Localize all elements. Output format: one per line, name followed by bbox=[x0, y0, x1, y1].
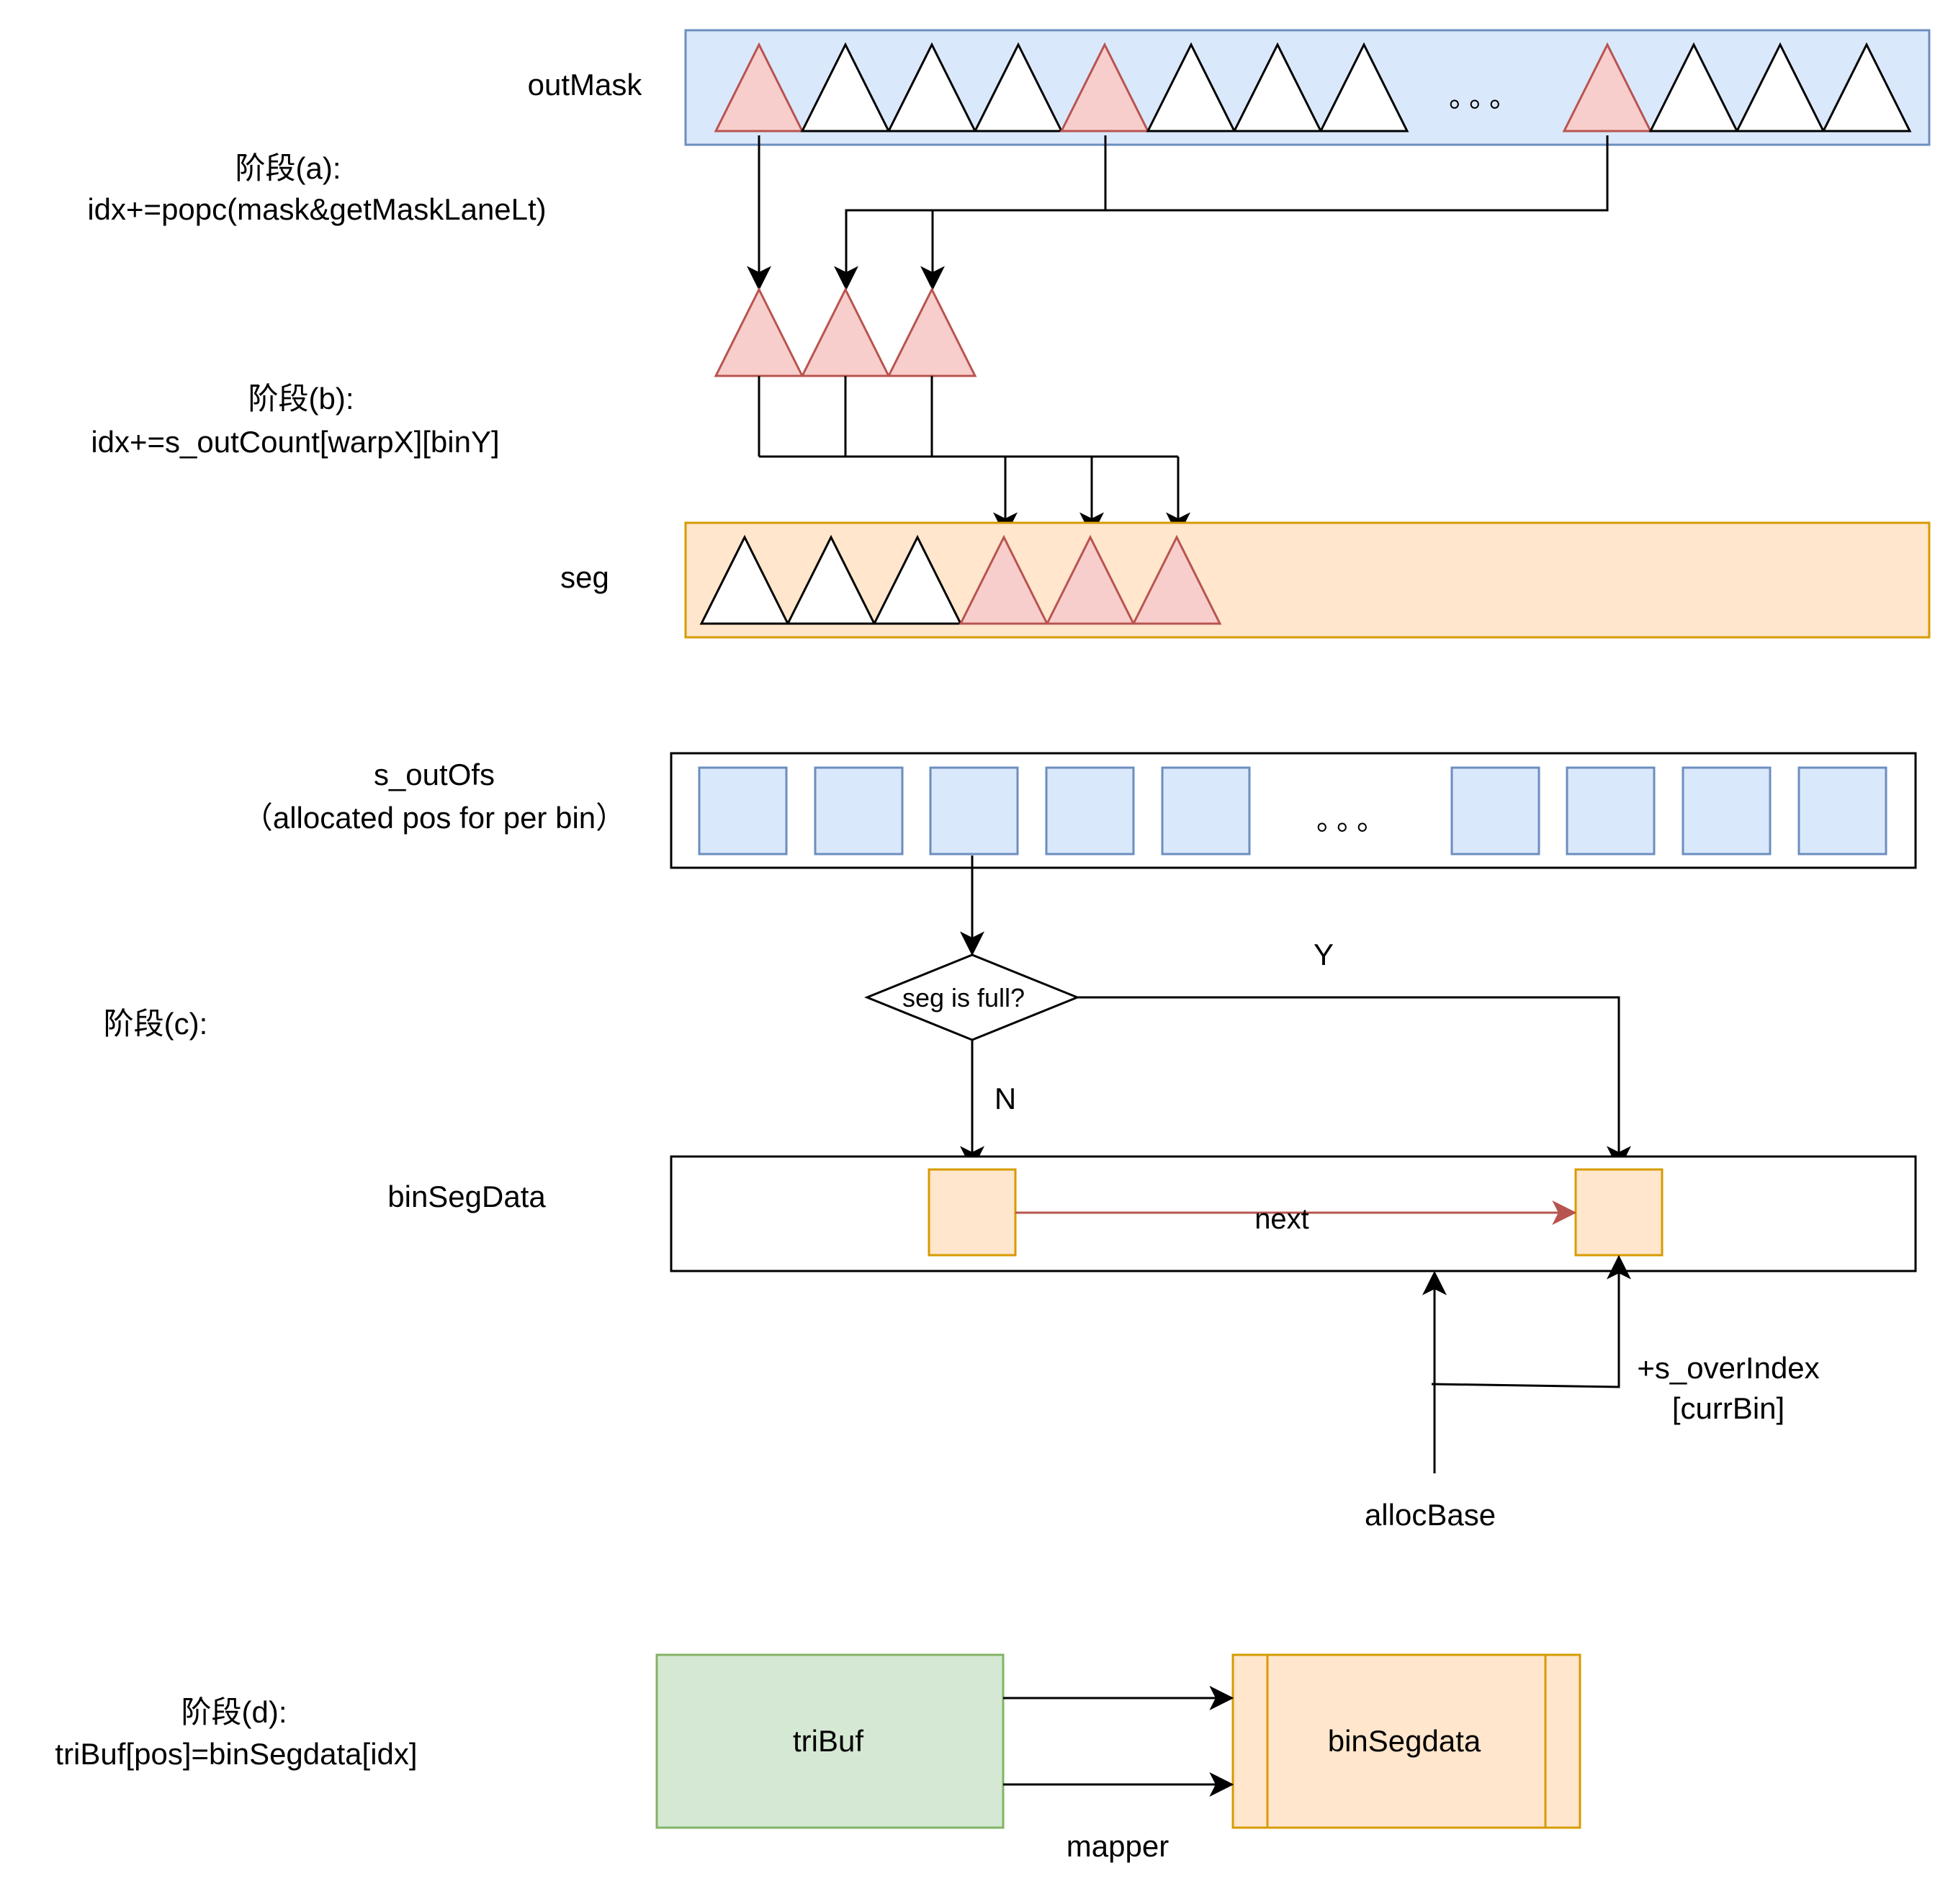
yes-label: Y bbox=[1314, 938, 1334, 971]
compacted-triangles bbox=[714, 287, 977, 377]
stage-b-title: 阶段(b): bbox=[248, 382, 354, 416]
connector-alloc-to-block bbox=[1431, 1254, 1631, 1388]
bin-segdata-box bbox=[1231, 1653, 1581, 1829]
tri-buf-box bbox=[655, 1653, 1005, 1829]
out-mask-cells: 。。。 bbox=[714, 42, 1912, 133]
seg-triangle-2 bbox=[786, 534, 876, 625]
out-mask-label: outMask bbox=[528, 68, 643, 102]
mapper-arrows bbox=[1003, 1686, 1234, 1797]
stage-d-title: 阶段(d): bbox=[181, 1695, 287, 1729]
out-mask-triangle-6 bbox=[1146, 42, 1236, 133]
over-index-label-line2: [currBin] bbox=[1672, 1391, 1784, 1425]
bin-segdata-box-label: binSegdata bbox=[1328, 1724, 1481, 1758]
out-mask-triangle-4 bbox=[973, 42, 1064, 133]
out-mask-triangle-1 bbox=[714, 42, 804, 133]
out-mask-triangle-11 bbox=[1648, 42, 1739, 133]
connector-yes bbox=[1077, 996, 1631, 1171]
alloc-base-connectors bbox=[1422, 1254, 1631, 1473]
seg-cells bbox=[699, 534, 1222, 625]
out-mask-triangle-7 bbox=[1232, 42, 1323, 133]
seg-triangle-6 bbox=[1131, 534, 1222, 625]
decision-label: seg is full? bbox=[902, 983, 1025, 1012]
connector-mask-10 bbox=[931, 135, 1609, 288]
s-out-ofs-cell-10 bbox=[1797, 766, 1887, 856]
s-out-ofs-cell-3 bbox=[929, 766, 1019, 856]
compacted-triangle-2 bbox=[800, 287, 891, 377]
out-mask-triangle-10 bbox=[1562, 42, 1653, 133]
out-mask-triangle-12 bbox=[1735, 42, 1826, 133]
mapper-label: mapper bbox=[1067, 1829, 1169, 1863]
s-out-ofs-cell-7 bbox=[1450, 766, 1540, 856]
s-out-ofs-ellipsis: 。。。 bbox=[1316, 804, 1391, 836]
out-mask-triangle-13 bbox=[1821, 42, 1912, 133]
stage-a-connectors bbox=[747, 135, 1609, 291]
stage-b-connectors bbox=[758, 376, 1190, 537]
compacted-triangle-3 bbox=[886, 287, 977, 377]
s-out-ofs-label: s_outOfs bbox=[374, 758, 495, 791]
out-mask-ellipsis: 。。。 bbox=[1449, 81, 1524, 113]
s-out-ofs-cells: 。。。 bbox=[698, 766, 1887, 856]
bin-seg-data-label: binSegData bbox=[387, 1180, 546, 1213]
s-out-ofs-cell-8 bbox=[1566, 766, 1656, 856]
s-out-ofs-cell-2 bbox=[814, 766, 904, 856]
out-mask-triangle-3 bbox=[886, 42, 977, 133]
s-out-ofs-cell-4 bbox=[1045, 766, 1135, 856]
seg-triangle-3 bbox=[872, 534, 963, 625]
stage-a-formula: idx+=popc(mask&getMaskLaneLt) bbox=[87, 192, 546, 226]
stage-d-formula: triBuf[pos]=binSegdata[idx] bbox=[55, 1737, 417, 1771]
stage-b-formula: idx+=s_outCount[warpX][binY] bbox=[91, 425, 499, 459]
connector-mask-5 bbox=[834, 135, 1107, 291]
no-label: N bbox=[995, 1082, 1016, 1115]
connector-bus bbox=[758, 376, 1178, 458]
over-index-label-line1: +s_overIndex bbox=[1637, 1351, 1819, 1385]
out-mask-triangle-2 bbox=[800, 42, 891, 133]
s-out-ofs-cell-9 bbox=[1682, 766, 1772, 856]
stage-c-title: 阶段(c): bbox=[104, 1007, 208, 1041]
seg-triangle-1 bbox=[699, 534, 790, 625]
stage-a-title: 阶段(a): bbox=[235, 151, 341, 185]
s-out-ofs-note: （allocated pos for per bin） bbox=[243, 801, 626, 835]
s-out-ofs-cell-5 bbox=[1161, 766, 1251, 856]
tri-buf-label: triBuf bbox=[793, 1724, 863, 1758]
alloc-base-label: allocBase bbox=[1365, 1498, 1496, 1532]
seg-triangle-5 bbox=[1045, 534, 1136, 625]
out-mask-triangle-8 bbox=[1319, 42, 1409, 133]
compacted-triangle-1 bbox=[714, 287, 804, 377]
seg-label: seg bbox=[560, 560, 609, 594]
seg-triangle-4 bbox=[958, 534, 1049, 625]
bin-seg-block-next bbox=[1574, 1168, 1664, 1257]
next-label: next bbox=[1254, 1203, 1309, 1235]
out-mask-triangle-5 bbox=[1059, 42, 1150, 133]
s-out-ofs-cell-1 bbox=[698, 766, 788, 856]
bin-seg-block-current bbox=[928, 1168, 1017, 1257]
